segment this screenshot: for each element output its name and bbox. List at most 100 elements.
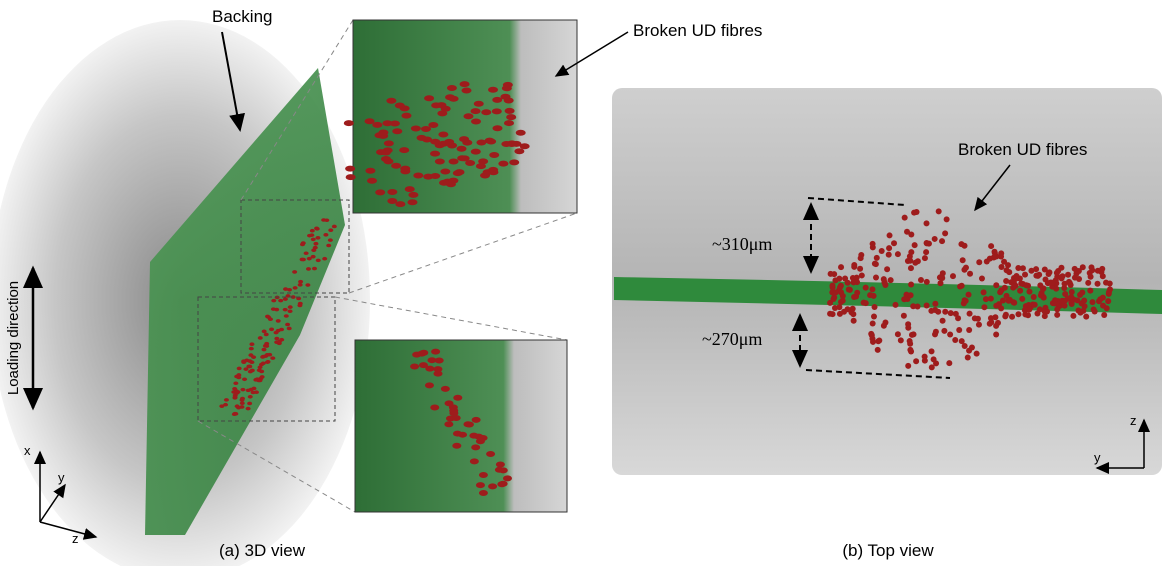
fibre-dot [251,387,256,391]
fibre-dot [895,251,901,257]
fibre-dot [430,151,440,157]
fibre-dot [246,407,251,411]
fibre-dot [501,141,511,147]
fibre-dot [506,114,516,120]
fibre-dot [1002,285,1008,291]
fibre-dot [832,277,838,283]
fibre-dot [1070,313,1076,319]
fibre-dot [901,296,907,302]
fibre-dot [413,173,423,179]
fibre-dot [1083,314,1089,320]
fibre-dot [489,152,499,158]
fibre-dot [918,277,924,283]
fibre-dot [471,444,480,450]
fibre-dot [499,481,508,487]
fibre-dot [284,314,289,318]
axis-label: y [58,470,65,485]
fibre-dot [307,234,312,238]
fibre-dot [367,178,377,184]
fibre-dot [905,363,911,369]
fibre-dot [1004,267,1010,273]
fibre-dot [993,323,999,329]
fibre-dot [846,286,852,292]
axis-label: z [72,531,79,546]
dimension: ~270μm [702,329,762,349]
fibre-dot [1053,286,1059,292]
fibre-dot [365,168,375,174]
fibre-dot [863,285,869,291]
fibre-dot [311,238,316,242]
fibre-dot [881,323,887,329]
fibre-dot [232,387,237,391]
fibre-dot [915,303,921,309]
fibre-dot [888,277,894,283]
fibre-dot [405,186,415,192]
fibre-dot [452,443,461,449]
fibre-dot [1069,289,1075,295]
fibre-dot [453,431,462,437]
fibre-dot [504,120,514,126]
fibre-dot [1100,295,1106,301]
fibre-dot [884,266,890,272]
fibre-dot [869,286,875,292]
fibre-dot [869,336,875,342]
fibre-dot [1059,299,1065,305]
fibre-dot [248,370,253,374]
fibre-dot [923,249,929,255]
caption: (a) 3D view [219,541,306,560]
fibre-dot [1033,266,1039,272]
fibre-dot [859,272,865,278]
fibre-dot [952,337,958,343]
fibre-dot [830,296,836,302]
fibre-dot [950,273,956,279]
fibre-dot [947,332,953,338]
fibre-dot [924,279,930,285]
fibre-dot [433,366,442,372]
fibre-dot [500,94,510,100]
fibre-dot [1022,272,1028,278]
fibre-dot [478,158,488,164]
fibre-dot [976,322,982,328]
fibre-dot [1077,310,1083,316]
fibre-dot [871,293,877,299]
fibre-dot [942,230,948,236]
fibre-dot [344,120,354,126]
fibre-dot [460,155,470,161]
fibre-dot [285,323,290,327]
fibre-dot [498,161,508,167]
fibre-dot [922,255,928,261]
fibre-dot [966,292,972,298]
fibre-dot [424,95,434,101]
fibre-dot [271,299,276,303]
fibre-dot [298,280,303,284]
fibre-dot [999,264,1005,270]
fibre-dot [879,248,885,254]
fibre-dot [1026,289,1032,295]
fibre-dot [851,279,857,285]
fibre-dot [1089,267,1095,273]
fibre-dot [942,309,948,315]
fibre-dot [387,198,397,204]
fibre-dot [1054,312,1060,318]
fibre-dot [1040,286,1046,292]
fibre-dot [963,298,969,304]
fibre-dot [288,309,293,313]
fibre-dot [908,231,914,237]
fibre-dot [872,304,878,310]
fibre-dot [283,287,288,291]
fibre-dot [981,289,987,295]
fibre-dot [425,382,434,388]
fibre-dot [907,347,913,353]
fibre-dot [386,98,396,104]
fibre-dot [408,192,418,198]
fibre-dot [304,251,309,255]
fibre-dot [924,240,930,246]
figure: Backing Broken UD fibres Loading directi… [0,0,1164,566]
fibre-dot [1101,312,1107,318]
fibre-dot [1106,289,1112,295]
fibre-dot [262,348,267,352]
fibre-dot [875,347,881,353]
fibre-dot [1034,310,1040,316]
fibre-dot [496,462,505,468]
fibre-dot [939,275,945,281]
